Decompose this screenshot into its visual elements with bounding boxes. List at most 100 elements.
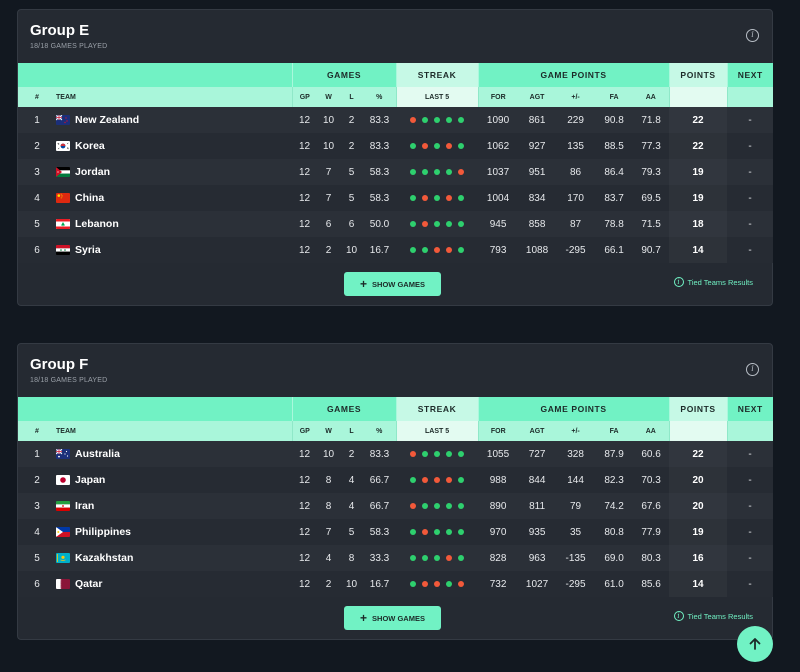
streak-win-dot [458,476,465,483]
flag-cn-icon [56,193,70,203]
streak-loss-dot [458,168,465,175]
team-name[interactable]: Syria [75,244,101,256]
header-row-columns: # TEAM GP W L % LAST 5 FOR AGT +/- FA AA [18,87,774,107]
fa-cell: 66.1 [595,237,634,263]
col-last5: LAST 5 [395,87,479,107]
team-cell[interactable]: China [56,185,292,211]
col-diff: +/- [556,87,596,107]
team-cell[interactable]: Japan [56,467,292,493]
points-cell: 20 [669,493,728,519]
agt-cell: 834 [518,185,557,211]
table-row[interactable]: 5 Kazakhstan 12 4 8 33.3 828 963 -135 69… [18,545,774,571]
table-row[interactable]: 6 Qatar 12 2 10 16.7 732 1027 -295 61.0 … [18,571,774,597]
streak-win-dot [422,502,429,509]
streak-win-dot [410,142,417,149]
aa-cell: 77.3 [633,133,670,159]
w-cell: 10 [317,441,340,467]
streak-loss-dot [446,554,453,561]
points-cell: 19 [669,519,728,545]
tied-teams-results-link[interactable]: i Tied Teams Results [673,277,753,287]
team-name[interactable]: Japan [75,474,106,486]
streak-win-dot [458,116,465,123]
team-name[interactable]: Iran [75,500,95,512]
col-fa: FA [595,421,634,441]
col-pct: % [363,421,397,441]
team-cell[interactable]: Jordan [56,159,292,185]
team-cell[interactable]: Qatar [56,571,292,597]
col-for: FOR [477,87,519,107]
aa-cell: 70.3 [633,467,670,493]
team-cell[interactable]: Lebanon [56,211,292,237]
points-cell: 20 [669,467,728,493]
info-circle-icon[interactable]: i [746,29,759,42]
rank-cell: 3 [18,493,56,519]
streak-win-dot [458,246,465,253]
diff-cell: 229 [556,107,596,133]
streak-loss-dot [422,220,429,227]
gp-cell: 12 [292,237,317,263]
points-cell: 22 [669,133,728,159]
team-cell[interactable]: New Zealand [56,107,292,133]
arrow-up-icon [749,638,761,650]
table-row[interactable]: 6 Syria 12 2 10 16.7 793 1088 -295 66.1 … [18,237,774,263]
team-name[interactable]: Korea [75,140,105,152]
streak-loss-dot [422,194,429,201]
for-cell: 890 [478,493,519,519]
agt-cell: 844 [518,467,557,493]
l-cell: 6 [340,211,363,237]
info-circle-icon[interactable]: i [746,363,759,376]
streak-cell [396,237,479,263]
header-blank [18,397,292,421]
streak-loss-dot [410,502,417,509]
fa-cell: 87.9 [595,441,634,467]
games-played-label: 18/18 GAMES PLAYED [30,377,108,384]
table-row[interactable]: 2 Japan 12 8 4 66.7 988 844 144 82.3 70.… [18,467,774,493]
aa-cell: 71.8 [633,107,670,133]
header-row-groups: GAMES STREAK GAME POINTS POINTS NEXT [18,63,774,87]
team-name[interactable]: Lebanon [75,218,119,230]
team-cell[interactable]: Syria [56,237,292,263]
team-name[interactable]: New Zealand [75,114,140,126]
table-row[interactable]: 5 Lebanon 12 6 6 50.0 945 858 87 78.8 71… [18,211,774,237]
team-name[interactable]: Kazakhstan [75,552,134,564]
table-row[interactable]: 4 Philippines 12 7 5 58.3 970 935 35 80.… [18,519,774,545]
table-row[interactable]: 3 Jordan 12 7 5 58.3 1037 951 86 86.4 79… [18,159,774,185]
team-cell[interactable]: Iran [56,493,292,519]
for-cell: 988 [478,467,519,493]
table-row[interactable]: 1 Australia 12 10 2 83.3 1055 727 328 87… [18,441,774,467]
team-name[interactable]: Australia [75,448,120,460]
pct-cell: 66.7 [363,493,397,519]
streak-win-dot [446,168,453,175]
l-cell: 10 [340,237,363,263]
pct-cell: 83.3 [363,441,397,467]
rank-cell: 5 [18,211,56,237]
col-fa: FA [595,87,634,107]
streak-win-dot [458,220,465,227]
show-games-button[interactable]: + SHOW GAMES [344,606,441,630]
aa-cell: 60.6 [633,441,670,467]
fa-cell: 83.7 [595,185,634,211]
col-points-blank [668,87,728,107]
team-name[interactable]: Qatar [75,578,103,590]
show-games-button[interactable]: + SHOW GAMES [344,272,441,296]
team-name[interactable]: Philippines [75,526,132,538]
table-row[interactable]: 1 New Zealand 12 10 2 83.3 1090 861 229 … [18,107,774,133]
team-cell[interactable]: Australia [56,441,292,467]
next-cell: - [727,185,774,211]
scroll-to-top-button[interactable] [737,626,773,662]
table-row[interactable]: 2 Korea 12 10 2 83.3 1062 927 135 88.5 7… [18,133,774,159]
team-cell[interactable]: Korea [56,133,292,159]
agt-cell: 951 [518,159,557,185]
team-name[interactable]: China [75,192,105,204]
table-row[interactable]: 4 China 12 7 5 58.3 1004 834 170 83.7 69… [18,185,774,211]
diff-cell: 87 [556,211,596,237]
rank-cell: 6 [18,237,56,263]
tied-teams-results-link[interactable]: i Tied Teams Results [673,611,753,621]
team-name[interactable]: Jordan [75,166,111,178]
team-cell[interactable]: Kazakhstan [56,545,292,571]
table-row[interactable]: 3 Iran 12 8 4 66.7 890 811 79 74.2 67.6 … [18,493,774,519]
next-cell: - [727,133,774,159]
streak-win-dot [422,450,429,457]
l-cell: 5 [340,519,363,545]
team-cell[interactable]: Philippines [56,519,292,545]
